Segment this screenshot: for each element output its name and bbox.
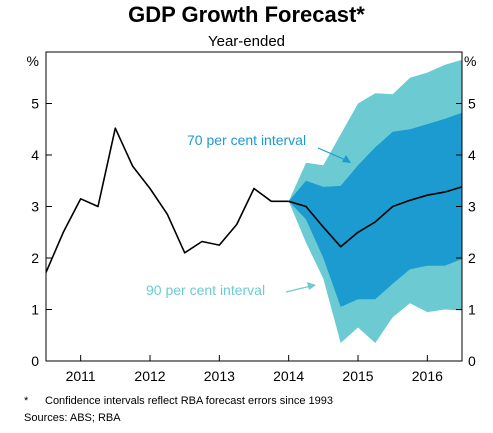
y-unit-right: % [464, 53, 476, 69]
y-tick-label-left: 3 [31, 199, 39, 215]
forecast-central-line [288, 186, 463, 248]
chart-title: GDP Growth Forecast* [128, 2, 365, 27]
y-tick-label-left: 0 [31, 353, 39, 369]
y-tick-label-left: 4 [31, 147, 39, 163]
chart-subtitle: Year-ended [207, 33, 285, 50]
footnote: * Confidence intervals reflect RBA foreca… [24, 393, 333, 410]
y-unit-left: % [27, 53, 39, 69]
chart-notes: * Confidence intervals reflect RBA foreca… [24, 393, 333, 427]
footnote-text: Confidence intervals reflect RBA forecas… [45, 395, 333, 407]
y-tick-label-right: 0 [468, 353, 476, 369]
x-tick-label: 2016 [412, 368, 443, 384]
x-tick-label: 2013 [204, 368, 235, 384]
y-tick-label-right: 3 [468, 199, 476, 215]
y-tick-label-right: 2 [468, 250, 476, 266]
history-series-line [45, 127, 289, 273]
annotation-90-label: 90 per cent interval [146, 282, 265, 298]
y-tick-label-right: 1 [468, 302, 476, 318]
y-tick-label-left: 2 [31, 250, 39, 266]
annotation-70-label: 70 per cent interval [187, 132, 306, 148]
x-tick-label: 2015 [342, 368, 373, 384]
sources: Sources: ABS; RBA [24, 412, 121, 424]
x-tick-label: 2011 [66, 368, 96, 384]
x-tick-label: 2012 [134, 368, 165, 384]
footnote-marker: * [24, 395, 29, 407]
interval-70-band [288, 112, 462, 307]
annotation-90-arrow-line [285, 285, 312, 293]
annotation-70-arrowhead [342, 155, 351, 163]
annotation-70-arrow-line [317, 147, 349, 162]
y-tick-label-right: 4 [468, 147, 476, 163]
y-tick-label-left: 1 [31, 302, 39, 318]
x-tick-label: 2014 [273, 368, 304, 384]
y-tick-label-right: 5 [468, 96, 476, 112]
y-tick-label-left: 5 [31, 96, 39, 112]
annotation-90-arrowhead [307, 282, 316, 290]
